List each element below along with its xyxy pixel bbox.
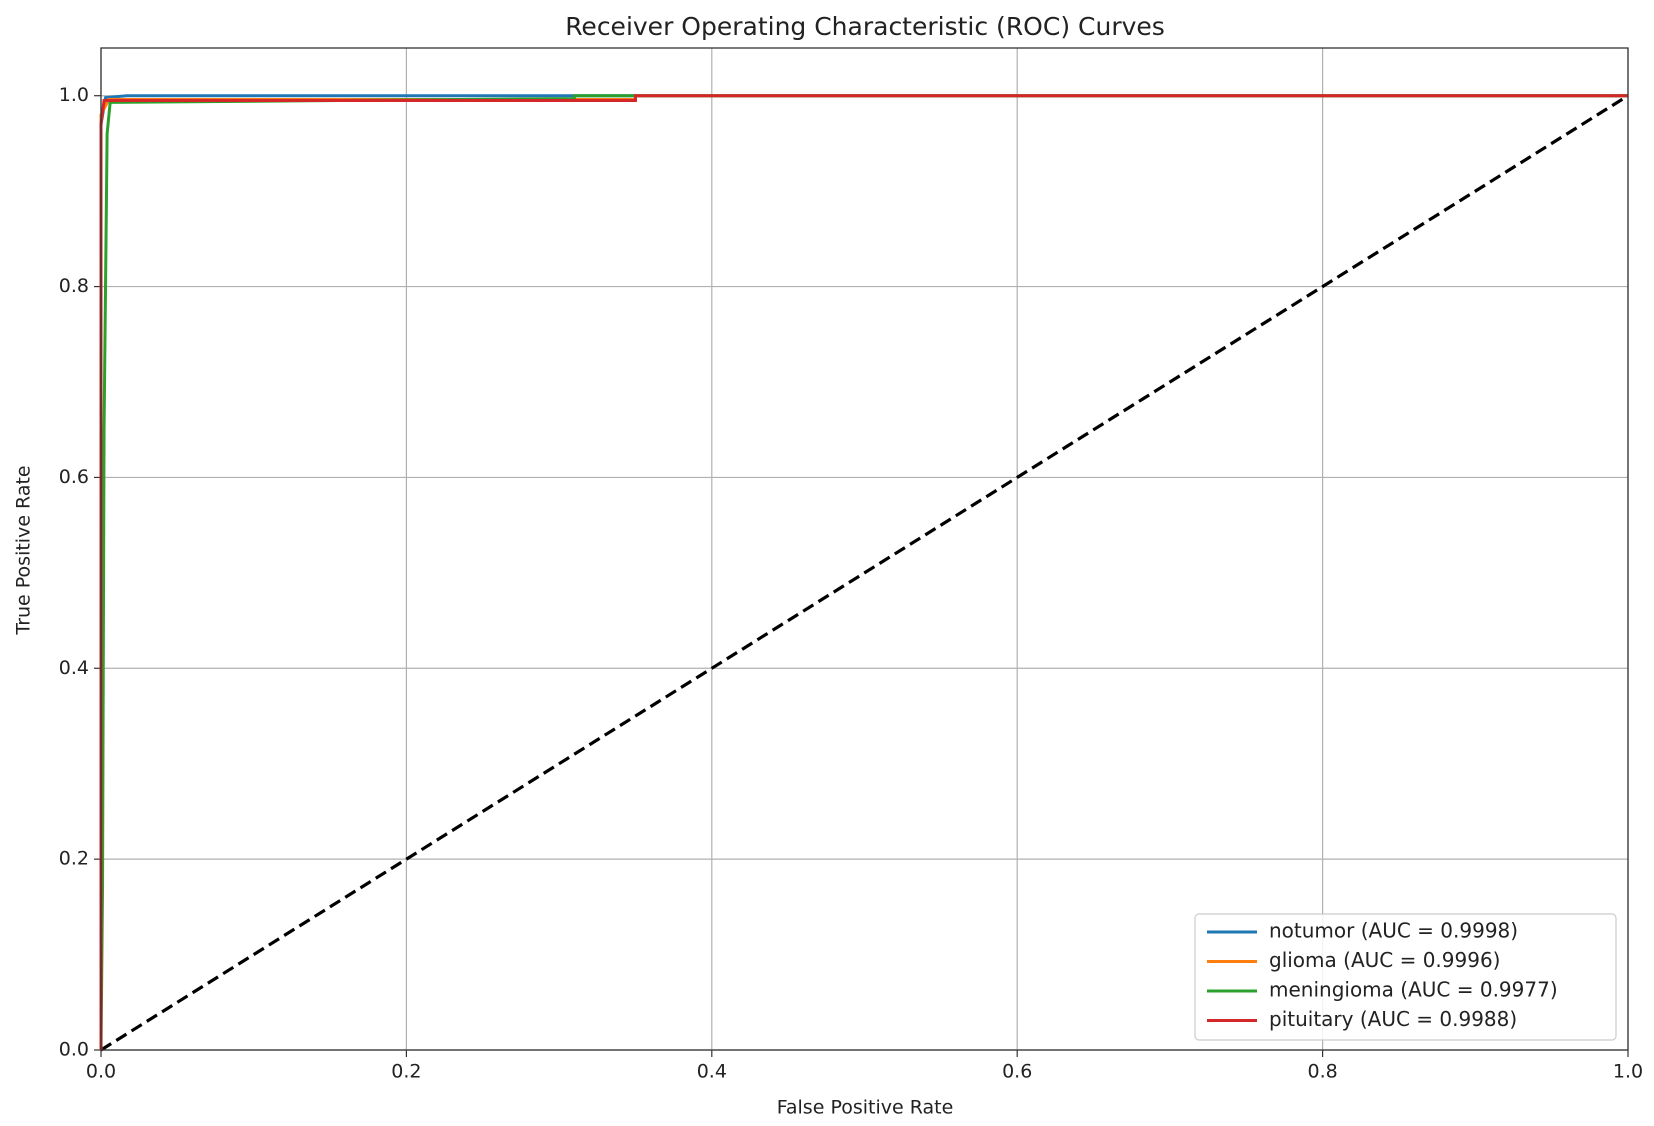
y-tick-label: 0.8 [59, 275, 89, 297]
x-tick-label: 0.0 [86, 1061, 116, 1083]
reference-line [100, 94, 1629, 1052]
x-axis-label: False Positive Rate [777, 1097, 954, 1119]
roc-line [99, 94, 1628, 1051]
x-tick-label: 0.4 [697, 1061, 727, 1083]
y-tick-label: 1.0 [59, 84, 89, 106]
y-axis-label: True Positive Rate [13, 465, 35, 635]
legend-label: pituitary (AUC = 0.9988) [1269, 1007, 1517, 1031]
x-tick-label: 0.2 [391, 1061, 421, 1083]
y-tick-label: 0.4 [59, 657, 89, 679]
y-tick-label: 0.6 [59, 466, 89, 488]
x-tick-label: 0.8 [1307, 1061, 1337, 1083]
y-tick-label: 0.2 [59, 848, 89, 870]
x-tick-label: 0.6 [1002, 1061, 1032, 1083]
y-tick-label: 0.0 [59, 1039, 89, 1061]
chart-title: Receiver Operating Characteristic (ROC) … [565, 12, 1165, 41]
plot-frame [100, 47, 1629, 1051]
legend-label: glioma (AUC = 0.9996) [1269, 948, 1500, 972]
x-tick-label: 1.0 [1613, 1061, 1643, 1083]
legend-box [1194, 913, 1617, 1041]
legend-label: notumor (AUC = 0.9998) [1269, 919, 1518, 943]
legend-label: meningioma (AUC = 0.9977) [1269, 978, 1558, 1002]
